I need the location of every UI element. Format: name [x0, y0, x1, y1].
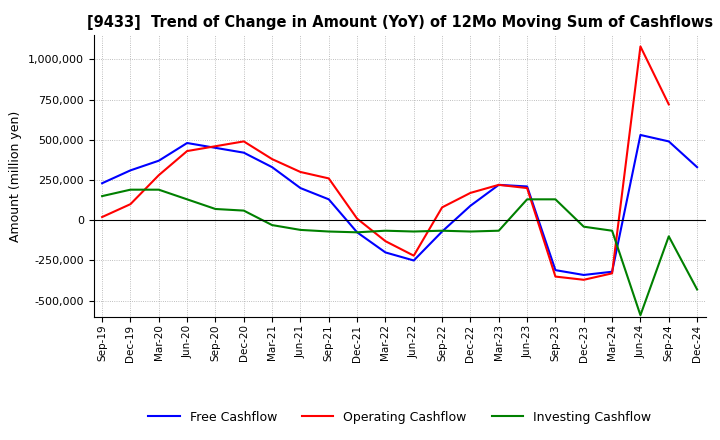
Investing Cashflow: [608, 228, 616, 233]
Legend: Free Cashflow, Operating Cashflow, Investing Cashflow: Free Cashflow, Operating Cashflow, Inves…: [143, 406, 656, 429]
Investing Cashflow: [353, 230, 361, 235]
Operating Cashflow: [438, 205, 446, 210]
Operating Cashflow: [296, 169, 305, 175]
Free Cashflow: [268, 165, 276, 170]
Operating Cashflow: [268, 157, 276, 162]
Investing Cashflow: [325, 229, 333, 234]
Free Cashflow: [211, 145, 220, 150]
Investing Cashflow: [466, 229, 474, 234]
Operating Cashflow: [608, 271, 616, 276]
Line: Operating Cashflow: Operating Cashflow: [102, 47, 669, 280]
Free Cashflow: [126, 168, 135, 173]
Operating Cashflow: [155, 172, 163, 178]
Investing Cashflow: [523, 197, 531, 202]
Free Cashflow: [183, 140, 192, 146]
Operating Cashflow: [495, 182, 503, 187]
Operating Cashflow: [466, 190, 474, 195]
Free Cashflow: [353, 230, 361, 235]
Free Cashflow: [98, 180, 107, 186]
Free Cashflow: [438, 229, 446, 234]
Operating Cashflow: [126, 202, 135, 207]
Operating Cashflow: [523, 185, 531, 191]
Free Cashflow: [466, 203, 474, 209]
Free Cashflow: [240, 150, 248, 155]
Investing Cashflow: [155, 187, 163, 192]
Free Cashflow: [155, 158, 163, 163]
Investing Cashflow: [211, 206, 220, 212]
Operating Cashflow: [98, 214, 107, 220]
Operating Cashflow: [381, 238, 390, 244]
Free Cashflow: [523, 184, 531, 189]
Operating Cashflow: [240, 139, 248, 144]
Free Cashflow: [410, 258, 418, 263]
Free Cashflow: [325, 197, 333, 202]
Free Cashflow: [693, 165, 701, 170]
Free Cashflow: [665, 139, 673, 144]
Free Cashflow: [636, 132, 644, 138]
Investing Cashflow: [636, 312, 644, 318]
Operating Cashflow: [636, 44, 644, 49]
Free Cashflow: [495, 182, 503, 187]
Investing Cashflow: [183, 197, 192, 202]
Operating Cashflow: [211, 143, 220, 149]
Investing Cashflow: [240, 208, 248, 213]
Free Cashflow: [608, 269, 616, 275]
Operating Cashflow: [183, 148, 192, 154]
Investing Cashflow: [580, 224, 588, 229]
Operating Cashflow: [325, 176, 333, 181]
Investing Cashflow: [665, 234, 673, 239]
Free Cashflow: [551, 268, 559, 273]
Investing Cashflow: [495, 228, 503, 233]
Investing Cashflow: [296, 227, 305, 233]
Operating Cashflow: [551, 274, 559, 279]
Investing Cashflow: [98, 194, 107, 199]
Line: Investing Cashflow: Investing Cashflow: [102, 190, 697, 315]
Investing Cashflow: [268, 223, 276, 228]
Operating Cashflow: [665, 102, 673, 107]
Investing Cashflow: [126, 187, 135, 192]
Investing Cashflow: [410, 229, 418, 234]
Operating Cashflow: [580, 277, 588, 282]
Title: [9433]  Trend of Change in Amount (YoY) of 12Mo Moving Sum of Cashflows: [9433] Trend of Change in Amount (YoY) o…: [86, 15, 713, 30]
Free Cashflow: [381, 250, 390, 255]
Y-axis label: Amount (million yen): Amount (million yen): [9, 110, 22, 242]
Operating Cashflow: [353, 216, 361, 221]
Operating Cashflow: [410, 253, 418, 258]
Free Cashflow: [296, 185, 305, 191]
Investing Cashflow: [551, 197, 559, 202]
Line: Free Cashflow: Free Cashflow: [102, 135, 697, 275]
Free Cashflow: [580, 272, 588, 278]
Investing Cashflow: [381, 228, 390, 233]
Investing Cashflow: [693, 287, 701, 292]
Investing Cashflow: [438, 228, 446, 233]
